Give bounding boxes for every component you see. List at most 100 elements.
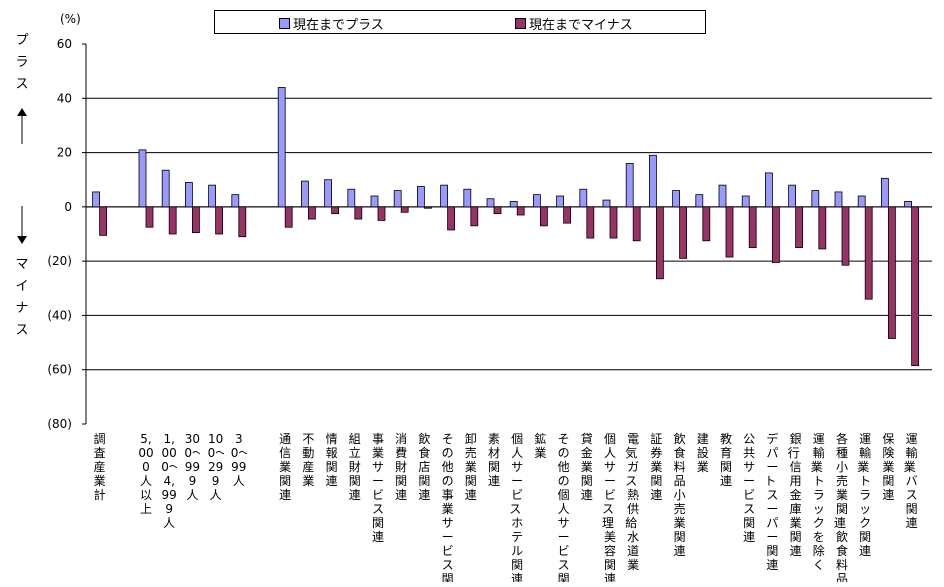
bar-plus [672, 190, 680, 208]
x-tick-label: 不動産業 [302, 432, 315, 488]
bar-plus [416, 186, 425, 208]
bar-plus [208, 184, 217, 208]
bar-plus [904, 201, 912, 208]
bar-plus [834, 191, 843, 208]
x-tick-label: 鉱業 [534, 432, 547, 460]
upper-side-label: プラス [15, 33, 29, 92]
bar-plus [811, 190, 820, 208]
bar-plus [440, 184, 449, 208]
bar-plus [695, 194, 704, 208]
x-tick-label: 素材関連 [487, 432, 500, 488]
bar-minus [215, 206, 224, 235]
bar-plus [556, 195, 564, 208]
x-tick-label: 100〜299人 [207, 432, 224, 502]
legend-label-plus: 現在までプラス [293, 18, 384, 33]
bar-plus [184, 182, 193, 208]
y-tick-label: 40 [57, 91, 72, 105]
bar-minus [377, 206, 386, 221]
legend-swatch-minus [515, 18, 526, 29]
bar-minus [795, 206, 803, 248]
bar-plus [625, 163, 634, 208]
x-tick-label: その他の事業サービス関連 [441, 432, 454, 582]
x-tick-label: 公共サービス関連 [743, 432, 756, 544]
y-tick-label: 0 [64, 200, 72, 214]
bar-plus [718, 184, 727, 208]
bar-plus [579, 188, 588, 208]
bar-minus [748, 206, 757, 248]
bar-minus [609, 206, 618, 239]
bar-plus [649, 154, 657, 208]
x-tick-label: 通信業関連 [279, 432, 292, 502]
bar-minus [400, 206, 409, 213]
bar-plus [161, 169, 170, 208]
bar-plus [788, 184, 796, 208]
x-tick-label: 5,000人以上 [138, 432, 154, 516]
up-arrow-icon [17, 108, 27, 144]
y-tick-label: (60) [47, 363, 72, 377]
bar-plus [741, 195, 750, 208]
y-tick-label: 60 [57, 37, 72, 51]
x-tick-label: 飲食料品小売業関連 [673, 432, 686, 558]
x-tick-label: 消費財関連 [395, 432, 408, 502]
bar-plus [300, 180, 309, 208]
legend-swatch-plus [279, 18, 290, 29]
bar-minus [772, 206, 780, 263]
legend-item-minus: 現在までマイナス [515, 14, 633, 33]
x-tick-label: 1,000〜4,999人 [161, 432, 177, 530]
x-tick-label: 300〜999人 [184, 432, 201, 502]
x-tick-label: 証券業関連 [650, 432, 663, 502]
y-tick-label: (80) [47, 417, 72, 431]
bar-minus [679, 206, 687, 259]
bar-minus [493, 206, 502, 215]
x-tick-label: 情報関連 [325, 432, 338, 488]
bar-minus [702, 206, 711, 242]
bar-minus [168, 206, 177, 235]
bar-minus [331, 206, 340, 215]
bar-minus [725, 206, 734, 258]
bar-plus [92, 191, 100, 208]
x-tick-label: 個人サービス・ホテル関連 [509, 432, 525, 582]
bar-minus [423, 206, 432, 209]
x-tick-label: 運輸業・バス関連 [903, 432, 920, 530]
x-tick-label: その他の個人サービス関連 [557, 432, 570, 582]
bar-minus [447, 206, 456, 231]
bar-minus [632, 206, 641, 242]
x-tick-label: 組立財関連 [348, 432, 361, 502]
bar-plus [324, 179, 333, 208]
legend-item-plus: 現在までプラス [279, 14, 384, 33]
bar-minus [888, 206, 896, 339]
lower-side-label: マイナス [15, 257, 29, 338]
legend-label-minus: 現在までマイナス [529, 18, 633, 33]
bar-plus [509, 201, 518, 208]
bar-minus [145, 206, 154, 228]
x-tick-label: 教育関連 [719, 432, 732, 488]
x-tick-label: 運輸業・トラック関連 [857, 432, 873, 558]
bar-minus [656, 206, 664, 280]
x-tick-label: 運輸業・トラックを除く [810, 432, 827, 572]
bar-minus [307, 206, 316, 220]
x-tick-label: 30〜99人 [230, 432, 247, 488]
bar-plus [857, 195, 866, 208]
bar-plus [486, 198, 495, 208]
y-tick-label: 20 [57, 146, 72, 160]
bar-minus [864, 206, 873, 300]
bar-minus [911, 206, 919, 367]
x-tick-label: 卸売業関連 [464, 432, 477, 502]
bar-minus [99, 206, 107, 236]
x-tick-label: 保険業関連 [882, 432, 895, 502]
x-tick-label: 電気・ガス・熱供給・水道業 [625, 432, 641, 572]
bar-minus [516, 206, 525, 216]
bar-minus [470, 206, 479, 227]
bar-plus [602, 199, 611, 208]
down-arrow-icon [17, 206, 27, 244]
x-tick-label: 個人サービス・理・美容関連 [602, 432, 618, 582]
y-tick-label: (20) [47, 254, 72, 268]
bar-plus [533, 194, 541, 208]
x-tick-label: 貸金業関連 [580, 432, 593, 502]
y-unit-label: (%) [60, 12, 81, 26]
bar-plus [881, 177, 889, 208]
bar-plus [370, 195, 379, 208]
bar-plus [138, 149, 147, 208]
bar-plus [765, 172, 773, 208]
bar-minus [191, 206, 200, 234]
